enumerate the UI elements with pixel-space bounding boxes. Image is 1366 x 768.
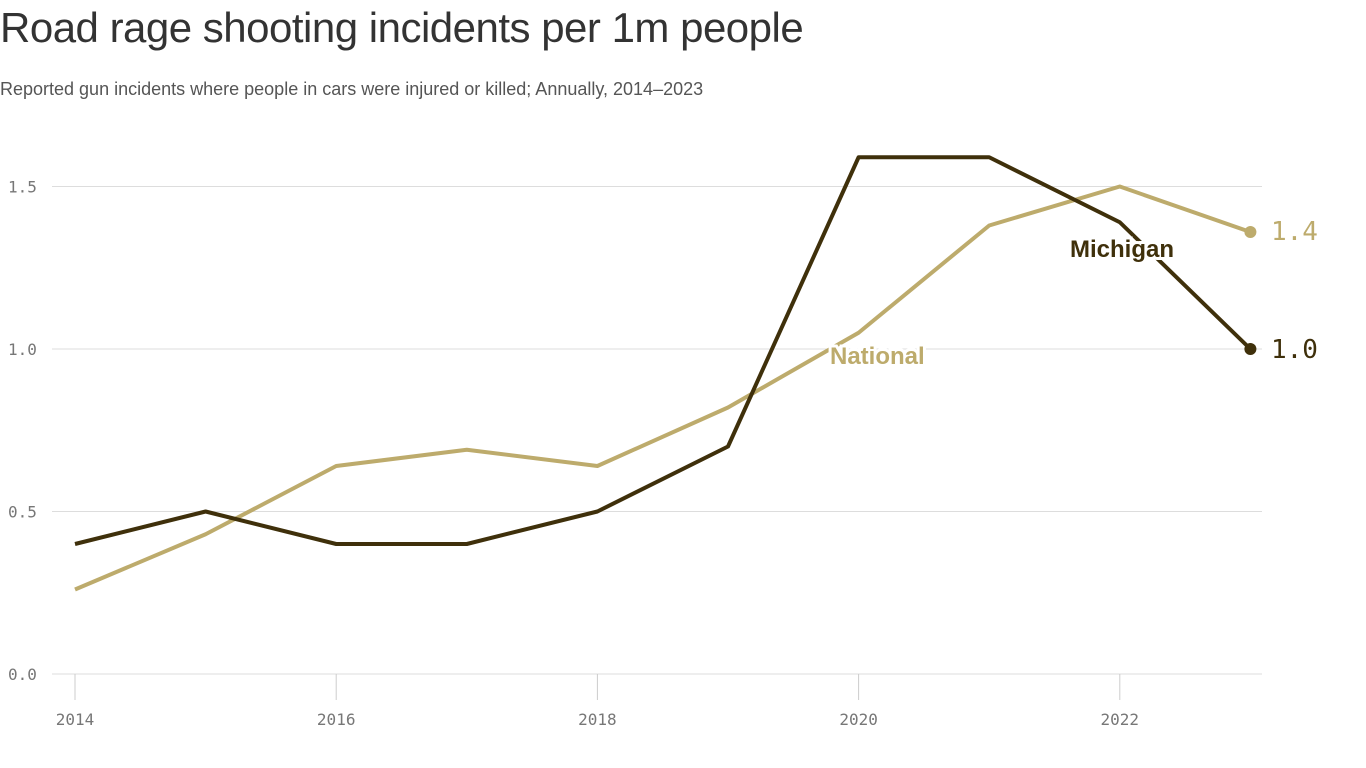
x-tick-label: 2022: [1101, 710, 1140, 729]
end-label-national: 1.4: [1271, 217, 1318, 247]
x-tick-label: 2018: [578, 710, 617, 729]
chart-title: Road rage shooting incidents per 1m peop…: [0, 4, 804, 51]
chart-subtitle: Reported gun incidents where people in c…: [0, 79, 704, 99]
series-label-national: National: [830, 343, 925, 370]
x-tick-label: 2014: [56, 710, 95, 729]
series-line-national: [74, 184, 1252, 592]
series-line-michigan: [74, 155, 1252, 546]
end-point-national: [1244, 226, 1257, 238]
series-label-michigan: Michigan: [1070, 236, 1174, 263]
y-tick-label: 0.0: [8, 665, 37, 684]
x-tick-label: 2016: [317, 710, 356, 729]
y-tick-label: 1.5: [8, 178, 37, 197]
y-tick-label: 1.0: [8, 340, 37, 359]
x-tick-label: 2020: [839, 710, 878, 729]
end-point-michigan: [1244, 343, 1257, 355]
y-tick-label: 0.5: [8, 503, 37, 522]
end-label-michigan: 1.0: [1271, 335, 1318, 365]
